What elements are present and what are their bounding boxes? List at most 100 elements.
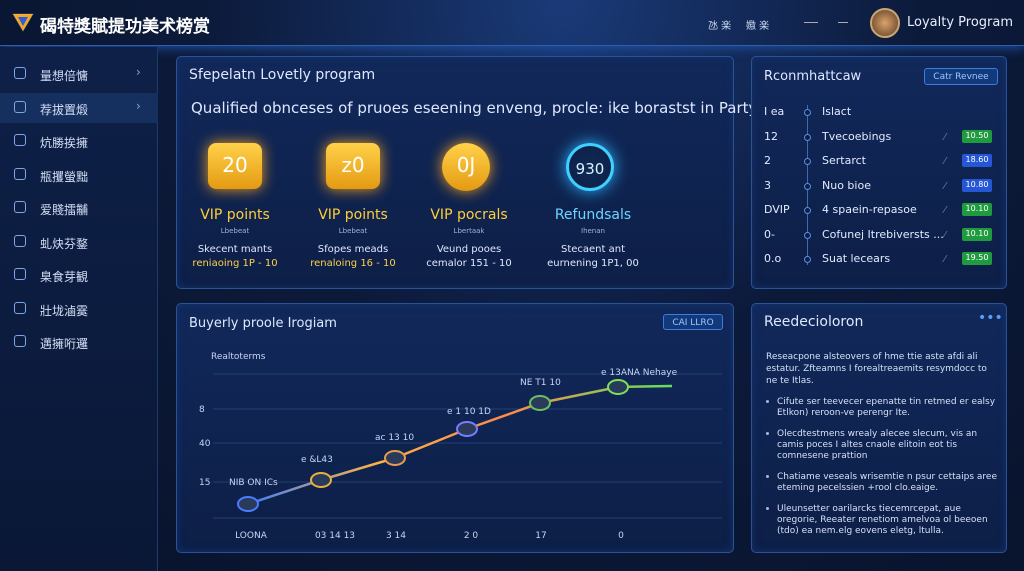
brand: 碣特獎賦提功美术榜赏 bbox=[40, 17, 210, 37]
avatar[interactable] bbox=[870, 8, 900, 38]
row-label: Islact bbox=[822, 105, 852, 118]
sidebar-icon bbox=[14, 134, 26, 146]
sidebar-icon bbox=[14, 268, 26, 280]
chevron: › bbox=[136, 98, 141, 113]
trend-line bbox=[247, 384, 673, 506]
row-label: Sertarct bbox=[822, 154, 866, 167]
row-value: 10.80 bbox=[962, 178, 992, 192]
tile-desc: renaloing 16 - 10 bbox=[310, 258, 396, 269]
card-title: Buyerly proole Irogiam bbox=[189, 316, 337, 331]
bullet-dot bbox=[766, 475, 769, 478]
tile-name: VIP points bbox=[318, 207, 388, 223]
user-name[interactable]: Loyalty Program bbox=[907, 15, 1014, 30]
row-index: 2 bbox=[764, 154, 771, 167]
row-label: 4 spaein-repasoe bbox=[822, 203, 917, 216]
notes-card: Reedecioloron ••• Reseacpone alsteovers … bbox=[751, 303, 1007, 553]
y-label: 40 bbox=[199, 439, 211, 449]
chart: text{font-size:9px;fill:#c8d6f5;font-fam… bbox=[199, 352, 722, 541]
row-index: 0.o bbox=[764, 252, 782, 265]
nav-item[interactable]: 氹 楽 bbox=[708, 21, 732, 32]
point-label: NIB ON ICs bbox=[229, 478, 278, 488]
menu-icon[interactable] bbox=[804, 22, 818, 23]
tile-desc: Stecaent ant bbox=[560, 244, 626, 255]
row-value: 10.10 bbox=[962, 203, 992, 216]
tile-name: VIP pocrals bbox=[430, 207, 508, 223]
badge: 20 bbox=[208, 143, 262, 189]
point bbox=[529, 395, 551, 411]
bullet-dot bbox=[766, 507, 769, 510]
sidebar-item[interactable]: 壯垅滷霙 bbox=[0, 294, 158, 324]
badge: 0J bbox=[442, 143, 490, 191]
row-index: DVIP bbox=[764, 203, 790, 216]
notes-body: Reseacpone alsteovers of hme ttie aste a… bbox=[766, 352, 987, 386]
card-title: Sfepelatn Lovetly program bbox=[189, 67, 376, 83]
sidebar-item[interactable]: 邁擁哘邏 bbox=[0, 327, 158, 357]
timeline-dot bbox=[804, 133, 811, 141]
card-subtitle: Qualified obnceses of pruoes eseening en… bbox=[191, 99, 758, 117]
sidebar-item[interactable]: 瓶攫螢黜 bbox=[0, 160, 158, 190]
sidebar-icon bbox=[14, 234, 26, 247]
point bbox=[607, 379, 629, 395]
point bbox=[384, 450, 406, 466]
y-label: 8 bbox=[199, 405, 205, 415]
badge: z0 bbox=[326, 143, 380, 189]
x-label: 0 bbox=[618, 531, 624, 541]
edit-icon[interactable]: ⁄ bbox=[944, 205, 946, 216]
sidebar-icon bbox=[14, 335, 26, 347]
row-label: Nuo bioe bbox=[822, 178, 871, 192]
growth-card: Buyerly proole Irogiam CAI LLRO text{fon… bbox=[176, 303, 734, 553]
edit-icon[interactable]: ⁄ bbox=[944, 254, 946, 265]
x-label: 03 14 13 bbox=[315, 531, 355, 541]
tile-desc: Veund pooes bbox=[436, 244, 502, 255]
tile-desc: eurnening 1P1, 00 bbox=[547, 258, 639, 269]
sidebar-item[interactable]: 虬炔芬鍪 bbox=[0, 227, 158, 257]
point-label: ac 13 10 bbox=[375, 433, 414, 443]
sidebar-icon bbox=[14, 167, 26, 180]
sidebar-icon bbox=[14, 201, 26, 213]
sidebar-item[interactable]: 炕勝挨擁 bbox=[0, 126, 158, 156]
timeline-dot bbox=[804, 158, 811, 165]
timeline-dot bbox=[804, 109, 811, 116]
sidebar-item[interactable]: 爱賤擂黼 bbox=[0, 193, 158, 223]
button[interactable]: CAI LLRO bbox=[663, 314, 723, 330]
edit-icon[interactable]: ⁄ bbox=[944, 131, 946, 143]
bullet: Cifute ser teevecer epenatte tin retmed … bbox=[777, 397, 996, 418]
minimize-icon[interactable] bbox=[838, 22, 848, 23]
card-title: Rconmhattcaw bbox=[764, 69, 862, 84]
point bbox=[456, 421, 478, 437]
tile-desc: Sfopes meads bbox=[317, 244, 389, 255]
tile-small: Lbebeat bbox=[338, 227, 368, 235]
row-value: 10.10 bbox=[962, 227, 992, 241]
x-label: 3 14 bbox=[386, 531, 406, 541]
edit-icon[interactable]: ⁄ bbox=[944, 229, 946, 241]
sidebar-item[interactable]: 量想倍慵 › bbox=[0, 59, 158, 89]
sidebar-item[interactable]: 荐拔置煅 › bbox=[0, 92, 158, 123]
edit-icon[interactable]: ⁄ bbox=[944, 156, 946, 167]
timeline-dot bbox=[804, 207, 811, 214]
row-label: Suat lecears bbox=[822, 252, 891, 265]
recs-card: Rconmhattcaw Catr Revnee I ea Islact 12 Tve… bbox=[751, 56, 1007, 289]
badge: 930 bbox=[566, 143, 614, 191]
nav-item[interactable]: 嫐 楽 bbox=[746, 21, 770, 32]
row-index: 0- bbox=[764, 227, 775, 241]
row-index: 3 bbox=[764, 178, 771, 192]
chart-label: Realtoterms bbox=[211, 352, 266, 362]
row-index: 12 bbox=[764, 129, 778, 143]
program-card: Sfepelatn Lovetly program Qualified obnc… bbox=[176, 56, 757, 289]
bullet: Chatiame veseals wrisemtie n psur cettai… bbox=[777, 472, 997, 493]
tile-name: VIP points bbox=[200, 207, 270, 223]
y-label: 15 bbox=[199, 478, 210, 488]
bullet: Olecdtestmens wrealy alecee slecum, vis … bbox=[777, 429, 978, 461]
sidebar-item[interactable]: 臬食芽観 bbox=[0, 260, 158, 290]
button[interactable]: Catr Revnee bbox=[924, 68, 998, 85]
timeline-dot bbox=[804, 182, 811, 190]
point-label: NE T1 10 bbox=[520, 378, 561, 388]
edit-icon[interactable]: ⁄ bbox=[944, 180, 946, 192]
point-label: e &L43 bbox=[301, 455, 333, 465]
chevron: › bbox=[136, 65, 141, 79]
point bbox=[237, 496, 259, 512]
tile-small: Lbertaak bbox=[453, 227, 485, 235]
x-label: 17 bbox=[535, 531, 546, 541]
more-icon[interactable]: ••• bbox=[978, 310, 1003, 326]
